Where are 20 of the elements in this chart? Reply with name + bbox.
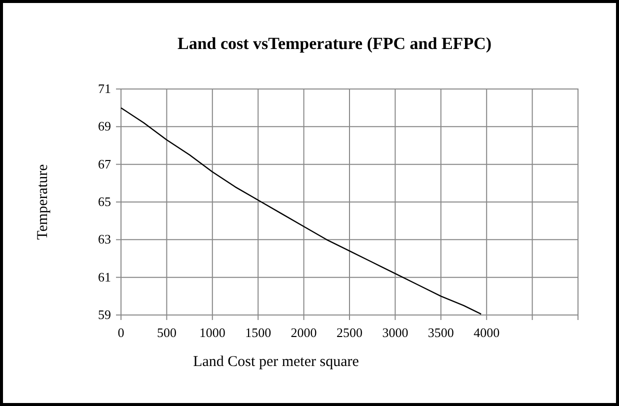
x-tick-label: 2000 (290, 325, 317, 340)
x-tick-label: 3500 (428, 325, 454, 340)
x-tick-label: 0 (118, 325, 124, 340)
x-tick-label: 3000 (382, 325, 408, 340)
x-tick-label: 1000 (199, 325, 226, 340)
y-tick-label: 61 (98, 269, 111, 284)
y-tick-label: 59 (98, 307, 111, 322)
y-tick-label: 65 (98, 194, 111, 209)
y-tick-label: 63 (98, 232, 111, 247)
y-tick-label: 67 (98, 156, 112, 172)
y-tick-label: 71 (98, 81, 111, 96)
x-tick-label: 1500 (245, 325, 272, 340)
y-axis-title: Temperature (35, 164, 51, 240)
x-axis-title: Land Cost per meter square (193, 354, 360, 370)
y-tick-label: 69 (98, 118, 111, 134)
x-tick-label: 4000 (474, 325, 500, 340)
x-tick-label: 2500 (336, 325, 362, 340)
line-series (120, 107, 482, 315)
x-tick-label: 500 (156, 325, 176, 340)
chart-title: Land cost vsTemperature (FPC and EFPC) (177, 34, 492, 53)
